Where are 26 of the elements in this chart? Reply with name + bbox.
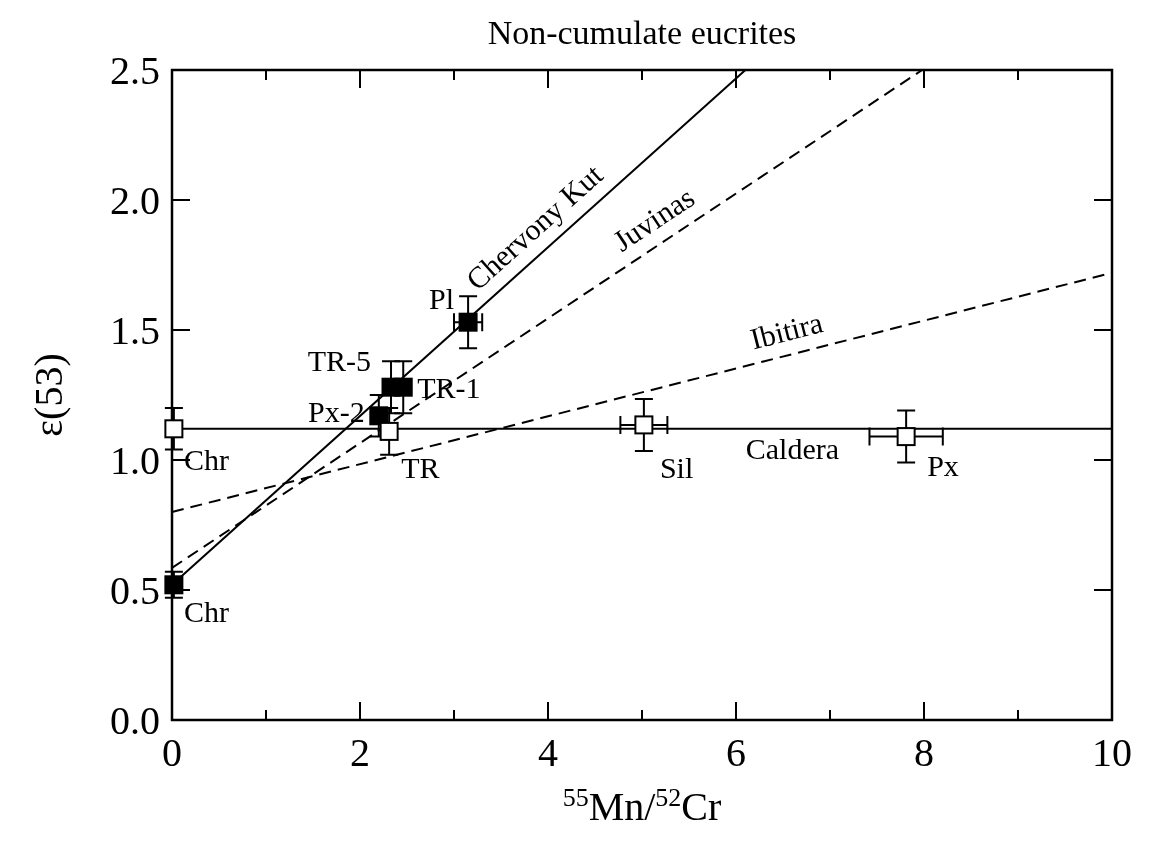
annotation: Chr xyxy=(183,595,229,629)
x-tick-label: 2 xyxy=(350,730,370,775)
annotation: TR xyxy=(401,450,440,484)
y-axis-title: ε(53) xyxy=(26,353,71,437)
text: Ibitira xyxy=(746,305,826,356)
x-tick-label: 0 xyxy=(162,730,182,775)
chart-title: Non-cumulate eucrites xyxy=(487,14,797,51)
y-tick-label: 1.0 xyxy=(110,438,160,483)
x-tick-label: 10 xyxy=(1092,730,1132,775)
y-tick-label: 1.5 xyxy=(110,308,160,353)
annotation: Sil xyxy=(659,451,694,485)
y-tick-label: 2.5 xyxy=(110,48,160,93)
x-tick-label: 6 xyxy=(726,730,746,775)
series-label: Caldera xyxy=(745,431,840,465)
annotation: Px xyxy=(927,449,959,483)
x-tick-label: 8 xyxy=(914,730,934,775)
annotation: TR-5 xyxy=(307,343,372,377)
y-tick-label: 0.0 xyxy=(110,698,160,743)
annotation: Pl xyxy=(429,281,455,315)
annotation: Chr xyxy=(183,443,229,477)
y-tick-label: 2.0 xyxy=(110,178,160,223)
y-tick-label: 0.5 xyxy=(110,568,160,613)
x-axis-title: $^{55}$Mn/$^{52}$Cr xyxy=(562,782,722,829)
annotation: TR-1 xyxy=(417,370,481,404)
x-tick-label: 4 xyxy=(538,730,558,775)
annotation: Px-2 xyxy=(308,395,365,429)
